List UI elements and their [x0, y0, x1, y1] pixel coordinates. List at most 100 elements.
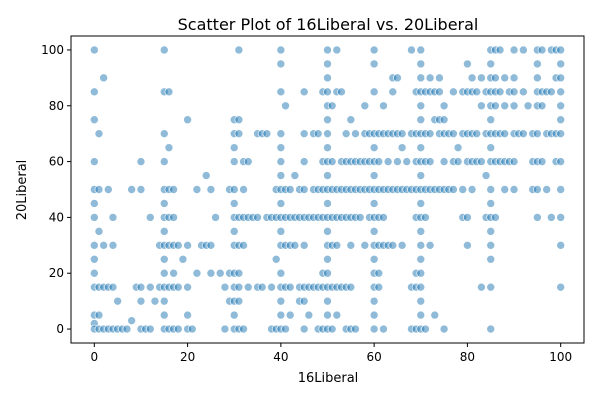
y-tick-label: 100: [41, 43, 64, 57]
data-point: [267, 282, 276, 292]
data-point: [430, 310, 440, 320]
data-point: [486, 115, 496, 125]
data-point: [397, 129, 407, 138]
data-point: [239, 241, 248, 250]
data-point: [416, 199, 426, 208]
data-point: [537, 157, 547, 166]
data-point: [178, 254, 188, 264]
data-point: [439, 324, 449, 334]
data-point: [323, 129, 332, 138]
data-point: [145, 282, 155, 292]
data-point: [416, 227, 426, 236]
data-point: [379, 101, 388, 111]
data-point: [229, 310, 239, 320]
x-tick-label: 80: [460, 350, 475, 364]
data-point: [276, 171, 286, 180]
data-point: [159, 199, 169, 208]
data-point: [383, 157, 393, 166]
data-point: [323, 171, 332, 180]
data-point: [467, 73, 477, 83]
data-point: [486, 324, 496, 334]
data-point: [355, 213, 365, 222]
data-point: [285, 185, 295, 194]
data-point: [136, 296, 146, 306]
data-point: [94, 185, 104, 194]
data-point: [90, 157, 99, 166]
data-point: [421, 213, 430, 222]
data-point: [90, 268, 99, 278]
data-point: [159, 268, 169, 278]
data-point: [192, 185, 202, 194]
data-point: [458, 185, 468, 194]
data-point: [477, 101, 486, 111]
data-point: [192, 268, 202, 278]
data-point: [229, 143, 239, 152]
data-point: [313, 129, 323, 138]
data-point: [421, 324, 430, 334]
data-point: [183, 282, 192, 292]
data-point: [486, 282, 496, 292]
data-point: [127, 185, 136, 194]
data-point: [323, 296, 332, 306]
data-point: [332, 310, 342, 320]
data-point: [136, 157, 146, 166]
data-point: [449, 185, 458, 194]
data-point: [537, 45, 547, 55]
data-point: [369, 45, 379, 55]
data-point: [379, 324, 388, 334]
data-point: [159, 157, 169, 166]
data-point: [276, 59, 286, 69]
x-axis-label: 16Liberal: [298, 371, 359, 386]
data-point: [183, 310, 192, 320]
data-point: [346, 241, 356, 250]
data-point: [509, 73, 519, 83]
data-point: [169, 213, 178, 222]
data-point: [206, 241, 216, 250]
data-point: [542, 185, 551, 194]
data-point: [253, 213, 262, 222]
data-point: [416, 171, 426, 180]
data-point: [206, 268, 216, 278]
data-point: [220, 324, 230, 334]
data-point: [299, 324, 309, 334]
data-point: [290, 241, 300, 250]
data-point: [206, 185, 216, 194]
data-point: [159, 129, 169, 138]
data-point: [556, 241, 565, 250]
data-point: [369, 171, 379, 180]
data-point: [276, 310, 286, 320]
data-point: [211, 213, 220, 222]
data-point: [379, 213, 388, 222]
data-point: [159, 227, 169, 236]
data-point: [323, 115, 332, 125]
data-point: [90, 45, 99, 55]
y-tick-label: 80: [49, 99, 64, 113]
data-point: [285, 310, 295, 320]
data-point: [509, 87, 519, 97]
data-point: [374, 268, 384, 278]
data-point: [351, 129, 360, 138]
data-point: [369, 324, 379, 334]
data-point: [90, 87, 99, 97]
data-point: [416, 101, 426, 111]
data-point: [556, 129, 565, 138]
data-point: [439, 115, 449, 125]
data-point: [463, 213, 472, 222]
data-point: [145, 213, 155, 222]
x-tick-label: 40: [273, 350, 288, 364]
data-point: [523, 101, 533, 111]
data-point: [90, 115, 99, 125]
data-point: [374, 157, 384, 166]
data-point: [94, 227, 104, 236]
data-point: [486, 199, 496, 208]
data-point: [323, 59, 332, 69]
y-axis-label: 20Liberal: [15, 160, 30, 221]
data-point: [495, 45, 505, 55]
data-point: [173, 282, 183, 292]
data-point: [276, 45, 286, 55]
data-point: [500, 129, 510, 138]
data-point: [486, 143, 496, 152]
data-point: [519, 87, 528, 97]
data-point: [439, 101, 449, 111]
data-point: [323, 310, 332, 320]
